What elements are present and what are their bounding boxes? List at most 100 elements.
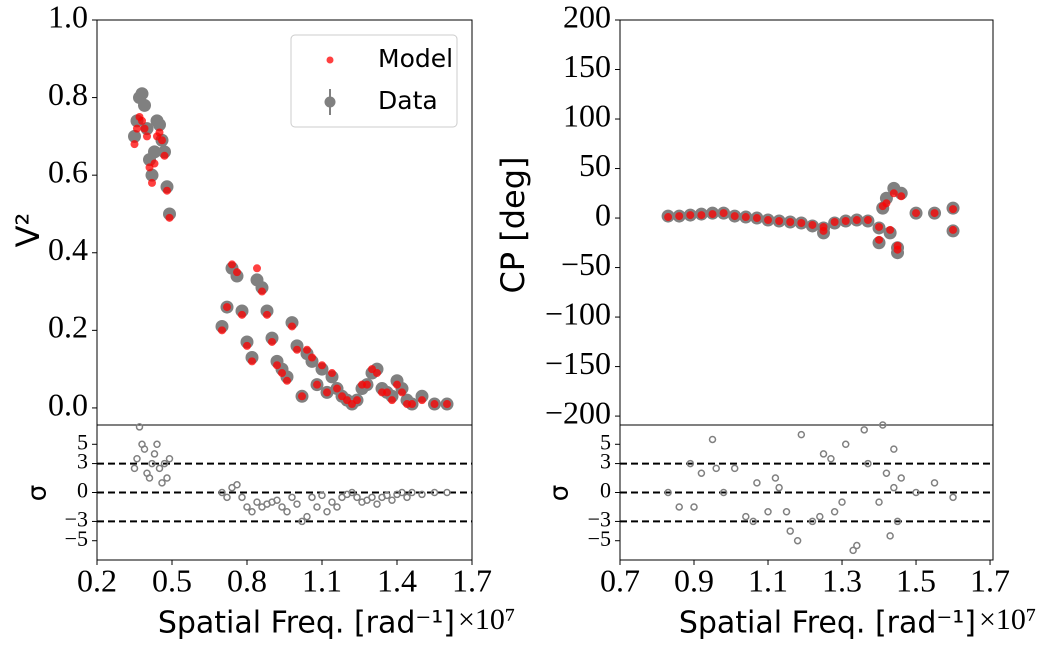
residual-point: [353, 493, 361, 502]
model-point: [143, 132, 151, 141]
residual-point: [308, 493, 316, 502]
model-point: [408, 400, 416, 409]
y-tick-label: 0: [595, 196, 611, 232]
x-tick-label: 1.1: [302, 562, 342, 598]
residual-point: [719, 488, 728, 497]
model-point: [398, 388, 406, 397]
data-point: [153, 118, 166, 132]
model-point: [130, 140, 139, 149]
residual-point: [912, 488, 920, 497]
residual-point: [278, 503, 286, 511]
y-tick-label: 3: [77, 449, 88, 474]
model-point: [148, 178, 156, 187]
x-tick-label: 1.5: [896, 562, 936, 598]
y-tick-label: 0.0: [48, 386, 88, 422]
model-point: [313, 380, 321, 389]
model-point: [323, 388, 331, 397]
residual-point: [165, 455, 174, 463]
model-point: [664, 213, 673, 222]
residual-point: [686, 459, 695, 468]
model-point: [863, 216, 872, 225]
y-tick-label: −5: [65, 526, 88, 551]
residual-point: [328, 498, 336, 506]
model-point: [808, 220, 817, 229]
model-point: [318, 361, 326, 370]
model-point: [912, 209, 921, 218]
model-point: [133, 124, 141, 133]
residual-point: [786, 527, 794, 535]
residual-point: [690, 503, 698, 511]
residual-point: [253, 498, 261, 506]
residual-point: [849, 546, 857, 555]
model-point: [830, 218, 839, 227]
model-point: [752, 214, 761, 223]
residual-point: [163, 474, 171, 482]
residual-point: [675, 503, 683, 511]
residual-point: [893, 517, 902, 526]
model-point: [163, 186, 171, 195]
residual-point: [403, 493, 411, 502]
y-tick-label: 200: [563, 0, 611, 34]
x-tick-label: 1.7: [452, 562, 492, 598]
model-point: [223, 303, 231, 312]
residual-point: [155, 464, 164, 473]
model-point: [889, 189, 898, 198]
residual-point: [373, 500, 381, 508]
residual-point: [890, 483, 898, 492]
model-point: [875, 222, 884, 231]
residual-point: [383, 491, 391, 500]
residual-point: [838, 498, 846, 506]
model-point: [430, 400, 439, 409]
y-tick-label: 1.0: [48, 0, 88, 34]
model-point: [383, 388, 391, 397]
y-tick-label: 0: [600, 478, 611, 503]
residual-point: [878, 421, 887, 429]
y-tick-label: 5: [600, 429, 611, 454]
model-point: [333, 384, 341, 393]
model-point: [150, 159, 159, 168]
model-point: [328, 369, 336, 378]
residual-point: [875, 498, 883, 506]
model-point: [819, 226, 828, 235]
residual-point: [238, 493, 246, 502]
residual-point: [418, 490, 426, 499]
residual-point: [830, 508, 839, 516]
residual-point: [233, 481, 241, 489]
y-tick-label: 150: [563, 48, 611, 84]
residual-point: [771, 474, 780, 482]
residual-point: [949, 493, 957, 502]
y-tick-label: 3: [600, 449, 611, 474]
model-point: [949, 225, 958, 234]
x-tick-label: 1.4: [377, 562, 417, 598]
residual-point: [443, 488, 451, 497]
model-point: [393, 380, 401, 389]
model-point: [353, 396, 361, 405]
data-point: [145, 168, 159, 182]
model-point: [165, 213, 174, 222]
residual-point: [318, 491, 326, 500]
x-offset: ×10⁷: [458, 603, 515, 636]
model-point: [697, 211, 706, 220]
x-tick-label: 0.9: [674, 562, 714, 598]
residual-point: [158, 479, 166, 487]
residual-point: [897, 474, 905, 482]
y-axis-label: σ: [23, 485, 53, 501]
residual-point: [135, 423, 144, 431]
y-tick-label: 0.6: [48, 154, 88, 190]
y-tick-label: −3: [588, 506, 611, 531]
residual-point: [150, 450, 159, 458]
y-tick-label: −50: [561, 246, 611, 282]
model-point: [730, 212, 739, 221]
residual-point: [283, 508, 291, 516]
data-point: [138, 98, 151, 112]
residual-point: [248, 508, 256, 516]
model-point: [775, 217, 784, 226]
residual-point: [853, 541, 861, 550]
model-point: [218, 326, 226, 335]
residual-point: [130, 464, 139, 473]
residual-point: [323, 508, 331, 516]
y-tick-label: −5: [588, 526, 611, 551]
x-tick-label: 0.7: [600, 562, 640, 598]
y-tick-label: −150: [545, 345, 611, 381]
